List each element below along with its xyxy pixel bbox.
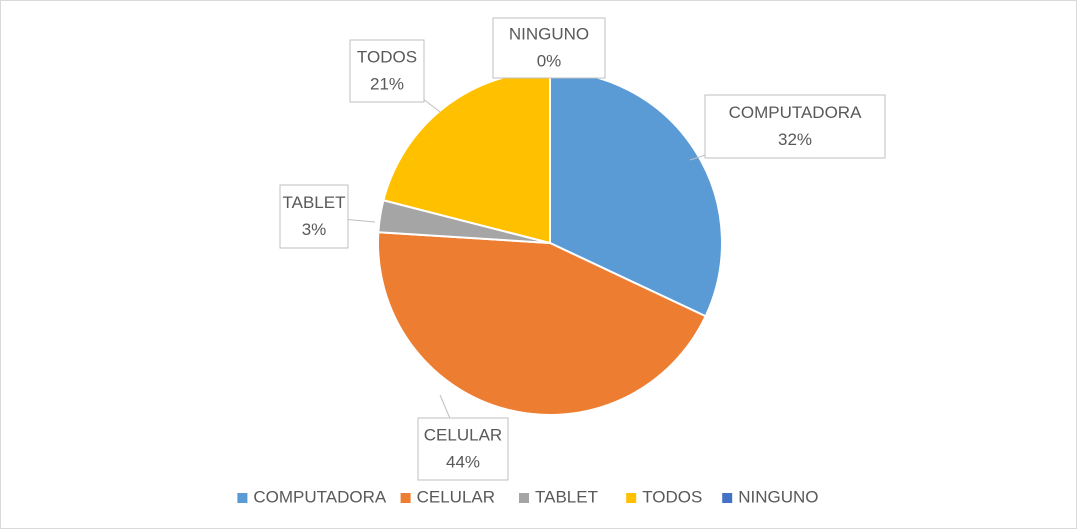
data-label-value: 32% (778, 130, 812, 149)
pie-slice (377, 231, 707, 416)
data-label-category: CELULAR (424, 425, 502, 444)
data-label-value: 0% (537, 51, 562, 70)
legend-label: TODOS (642, 487, 702, 506)
data-label-category: COMPUTADORA (729, 103, 863, 122)
legend-swatch (519, 493, 529, 503)
data-label-box (349, 39, 425, 103)
data-label-category: TABLET (283, 193, 346, 212)
legend-swatch (400, 493, 411, 503)
data-label-box (417, 417, 509, 481)
data-label-value: 3% (302, 220, 327, 239)
legend-swatch (626, 493, 637, 503)
data-label-box (704, 94, 886, 159)
data-label-category: TODOS (357, 47, 417, 66)
legend-label: CELULAR (417, 487, 495, 506)
data-label-value: 44% (446, 452, 480, 471)
legend-label: TABLET (535, 487, 598, 506)
legend-swatch (237, 493, 248, 503)
data-label-box (492, 17, 606, 79)
data-label-box (279, 184, 349, 249)
legend-label: COMPUTADORA (253, 487, 387, 506)
legend-label: NINGUNO (738, 487, 818, 506)
data-label-value: 21% (370, 74, 404, 93)
data-label-category: NINGUNO (509, 24, 589, 43)
legend-swatch (722, 493, 733, 503)
